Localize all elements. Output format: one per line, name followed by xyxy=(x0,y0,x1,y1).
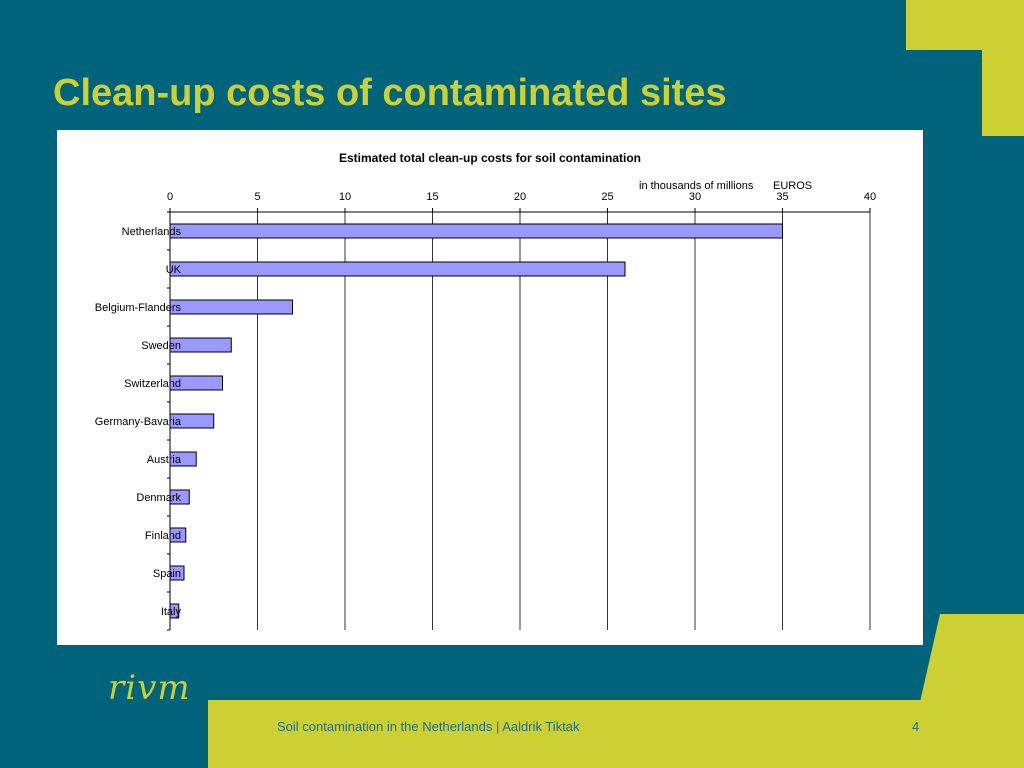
category-label: Denmark xyxy=(136,492,181,504)
x-tick-label: 0 xyxy=(167,191,173,203)
x-tick-label: 10 xyxy=(339,191,351,203)
category-label: Italy xyxy=(161,606,182,618)
x-tick-label: 30 xyxy=(689,191,701,203)
bar-italy xyxy=(169,603,180,619)
bar-germany-bavaria xyxy=(169,413,215,429)
x-tick-label: 35 xyxy=(776,191,788,203)
category-label: Spain xyxy=(153,568,181,580)
bar-switzerland xyxy=(169,375,223,391)
x-tick-label: 25 xyxy=(601,191,613,203)
category-label: Finland xyxy=(145,530,181,542)
x-tick-label: 5 xyxy=(254,191,260,203)
bar-denmark xyxy=(169,489,190,505)
category-labels: Netherlands UK Belgium-Flanders Sweden Switz… xyxy=(95,226,182,618)
x-axis: 0 5 10 15 20 25 30 35 40 xyxy=(167,191,876,631)
x-tick-label: 20 xyxy=(514,191,526,203)
category-label: Austria xyxy=(147,454,182,466)
chart-title: Estimated total clean-up costs for soil … xyxy=(339,151,641,165)
bar-austria xyxy=(169,451,197,467)
rivm-logo: rivm xyxy=(108,668,191,708)
bar-sweden xyxy=(169,337,232,353)
unit-label: in thousands of millions xyxy=(639,180,754,192)
footer-text: Soil contamination in the Netherlands | … xyxy=(277,719,580,734)
chart: Estimated total clean-up costs for soil … xyxy=(95,151,876,631)
category-label: Germany-Bavaria xyxy=(95,416,182,428)
gridlines xyxy=(257,212,871,630)
bar-finland xyxy=(169,527,187,543)
accent-block-right xyxy=(982,0,1024,136)
slide-title: Clean-up costs of contaminated sites xyxy=(53,72,727,114)
bars xyxy=(169,223,783,619)
category-label: Netherlands xyxy=(122,226,182,238)
bar-uk xyxy=(169,261,626,277)
footer-band xyxy=(208,700,1024,768)
bar-netherlands xyxy=(169,223,783,239)
category-label: Sweden xyxy=(141,340,181,352)
accent-block-bottom-right xyxy=(920,614,1024,702)
bar-belgium-flanders xyxy=(169,299,293,315)
page-number: 4 xyxy=(912,719,920,734)
currency-label: EUROS xyxy=(773,180,812,192)
bar-spain xyxy=(169,565,185,581)
chart-panel: Estimated total clean-up costs for soil … xyxy=(57,130,923,645)
x-tick-label: 15 xyxy=(426,191,438,203)
category-label: Belgium-Flanders xyxy=(95,302,182,314)
category-label: Switzerland xyxy=(124,378,181,390)
x-tick-label: 40 xyxy=(864,191,876,203)
category-label: UK xyxy=(166,264,182,276)
